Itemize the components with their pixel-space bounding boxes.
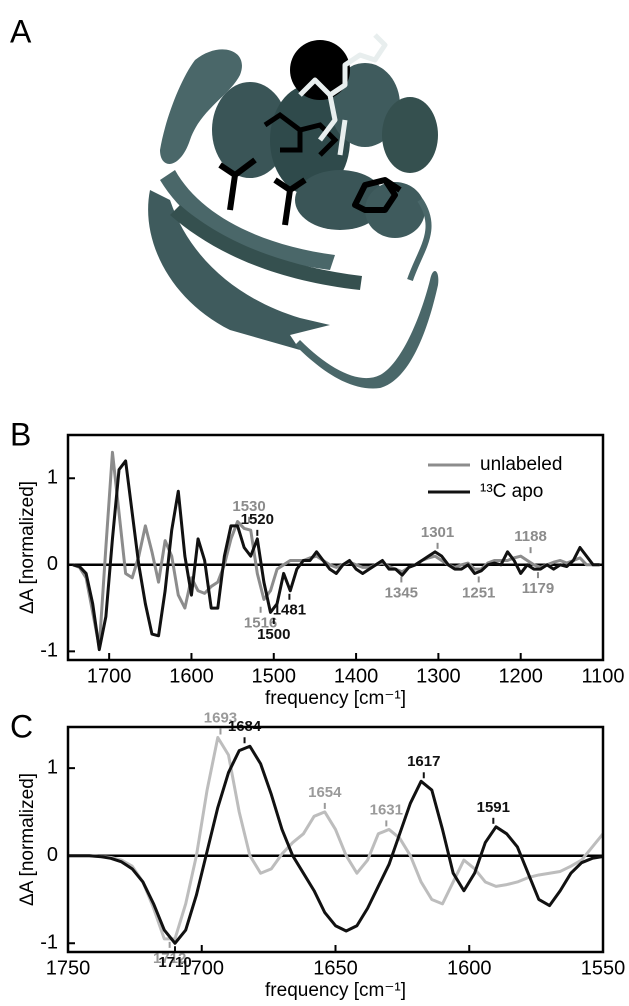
annotation-label: 1654 bbox=[308, 784, 342, 801]
x-tick-label: 1400 bbox=[334, 665, 379, 687]
annotation-label: 1712 bbox=[153, 950, 186, 967]
x-axis-label: frequency [cm⁻¹] bbox=[265, 688, 406, 709]
x-tick-label: 1750 bbox=[46, 957, 91, 979]
series-line bbox=[72, 459, 600, 652]
annotation-label: 1520 bbox=[241, 511, 274, 528]
y-tick-label: -1 bbox=[40, 640, 58, 662]
x-tick-label: 1300 bbox=[416, 665, 461, 687]
annotation-label: 1631 bbox=[370, 801, 403, 818]
x-tick-label: 1200 bbox=[498, 665, 543, 687]
y-tick-label: 1 bbox=[47, 756, 58, 778]
annotation-label: 1345 bbox=[385, 584, 418, 601]
annotation-label: 1481 bbox=[273, 602, 306, 619]
panel-label: C bbox=[10, 708, 33, 744]
annotation-label: 1591 bbox=[477, 799, 510, 816]
panel-label: A bbox=[10, 13, 32, 49]
annotation-label: 1301 bbox=[421, 524, 454, 541]
annotation-label: 1693 bbox=[204, 709, 237, 726]
x-tick-label: 1550 bbox=[581, 957, 626, 979]
y-axis-label: ΔA [normalized] bbox=[17, 773, 38, 906]
legend-label: ¹³C apo bbox=[480, 481, 543, 502]
plot-frame bbox=[66, 433, 605, 662]
x-tick-label: 1600 bbox=[169, 665, 214, 687]
x-axis-label: frequency [cm⁻¹] bbox=[265, 980, 406, 1001]
x-tick-label: 1500 bbox=[252, 665, 297, 687]
y-tick-label: 1 bbox=[47, 467, 58, 489]
x-tick-label: 1700 bbox=[87, 665, 132, 687]
y-tick-label: 0 bbox=[47, 553, 58, 575]
annotation-label: 1617 bbox=[407, 753, 440, 770]
y-axis-label: ΔA [normalized] bbox=[17, 481, 38, 614]
annotation-label: 1179 bbox=[522, 580, 555, 597]
protein-structure bbox=[148, 33, 439, 389]
annotation-label: 1188 bbox=[514, 528, 547, 545]
annotation-label: 1530 bbox=[232, 498, 265, 515]
annotation-label: 1710 bbox=[158, 954, 191, 971]
annotation-label: 1500 bbox=[257, 626, 290, 643]
x-tick-label: 1650 bbox=[313, 957, 358, 979]
annotation-label: 1251 bbox=[462, 584, 495, 601]
plot-frame bbox=[66, 725, 605, 954]
y-tick-label: 0 bbox=[47, 844, 58, 866]
series-line bbox=[68, 744, 604, 945]
series-line bbox=[68, 736, 605, 941]
legend-label: unlabeled bbox=[480, 454, 562, 475]
x-tick-label: 1600 bbox=[447, 957, 492, 979]
x-tick-label: 1700 bbox=[180, 957, 225, 979]
annotation-label: 1516 bbox=[244, 615, 277, 632]
y-tick-label: -1 bbox=[40, 932, 58, 954]
panel-label: B bbox=[10, 416, 31, 452]
x-tick-label: 1100 bbox=[581, 665, 624, 687]
